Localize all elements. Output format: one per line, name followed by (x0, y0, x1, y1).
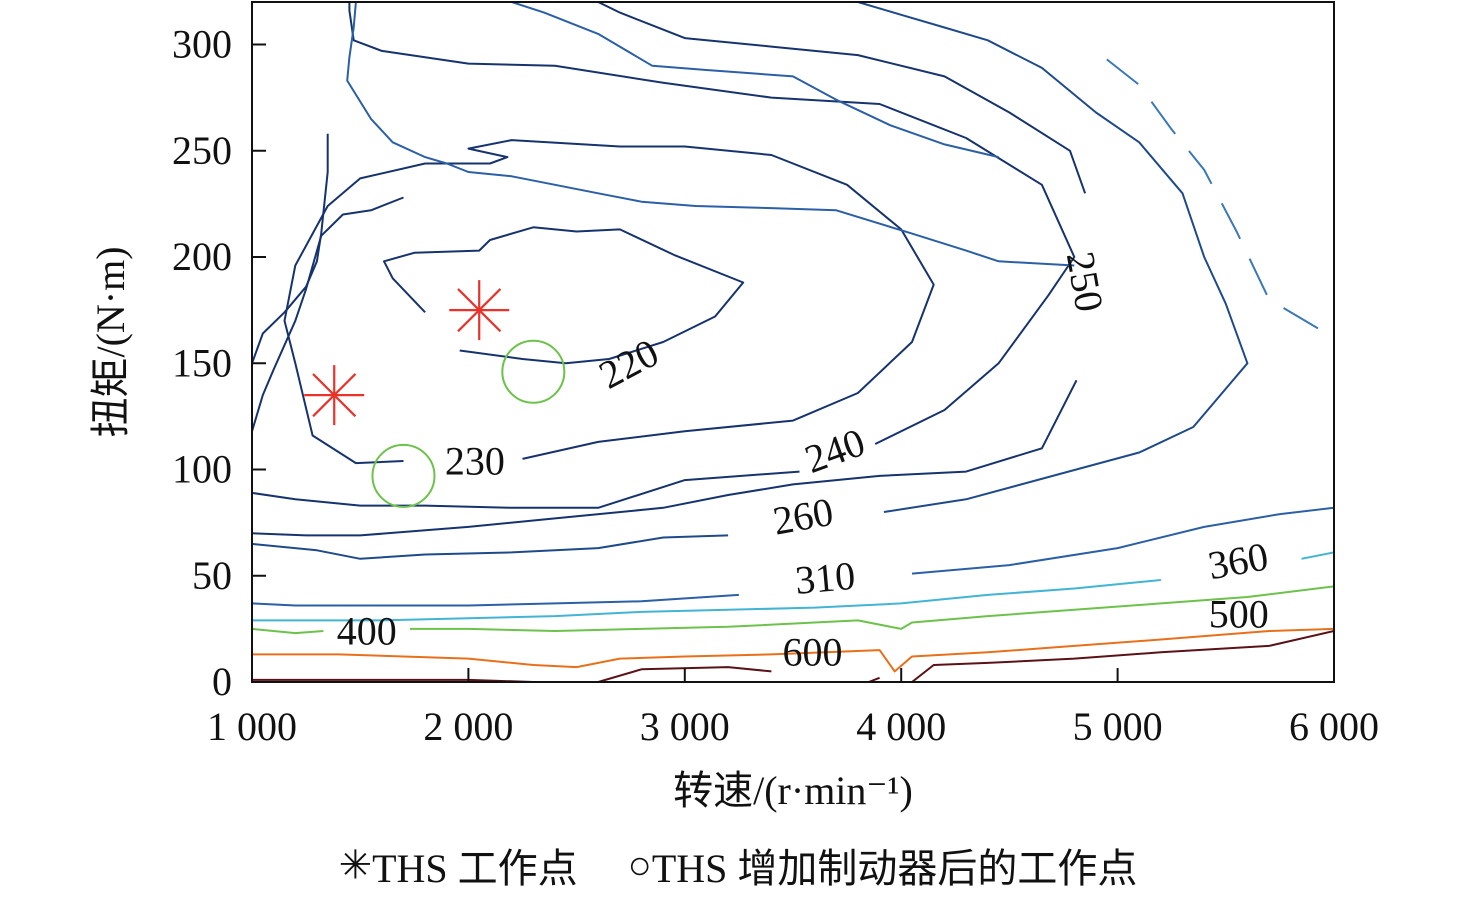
contour-line-250-6 (597, 2, 1087, 194)
plot-area (252, 2, 1334, 682)
contour-line-310-10 (252, 593, 739, 607)
contour-label-250: 250 (1058, 248, 1113, 315)
contour-line-500-19 (252, 627, 1334, 673)
x-tick-label-0: 1 000 (207, 704, 297, 749)
legend-star-icon: ✳ (338, 842, 373, 888)
y-tick-label-5: 250 (172, 128, 232, 173)
contour-label-400: 400 (337, 608, 397, 653)
contour-label-310: 310 (793, 553, 857, 603)
contour-line-260-8 (252, 534, 729, 560)
contour-line-310-13 (511, 2, 999, 159)
contour-line-360-15 (252, 579, 1161, 622)
x-tick-label-2: 3 000 (640, 704, 730, 749)
contour-label-360: 360 (1205, 533, 1272, 588)
contour-line-230-1 (283, 139, 935, 465)
x-axis-title: 转速/(r·min⁻¹) (673, 768, 913, 813)
x-tick-label-4: 5 000 (1073, 704, 1163, 749)
contour-line-240-3 (348, 2, 1076, 445)
contour-line-240-4 (252, 196, 404, 432)
y-axis-title: 扭矩/(N·m) (88, 246, 133, 437)
x-tick-label-1: 2 000 (423, 704, 513, 749)
marker-circle-3 (371, 443, 436, 508)
axes-ticks: 1 000 2 000 3 000 4 000 5 000 6 000 0 50 100 150 2… (172, 22, 1379, 750)
marker-star-0 (304, 365, 365, 426)
y-tick-label-6: 300 (172, 22, 232, 67)
contour-line-240-2 (252, 470, 800, 509)
contour-label-240: 240 (799, 419, 871, 482)
contour-label-600: 600 (782, 630, 842, 675)
plot-frame (251, 1, 1335, 683)
contour-line-400-17 (410, 585, 1334, 632)
contour-line-310-11 (911, 506, 1334, 575)
contour-label-230: 230 (445, 438, 505, 483)
contour-line-360-16 (1301, 551, 1334, 560)
x-tick-label-3: 4 000 (856, 704, 946, 749)
contour-label-220: 220 (592, 330, 666, 398)
contour-label-500: 500 (1209, 591, 1269, 636)
contour-line-310-12 (346, 2, 1075, 267)
contour-line-310-14 (1106, 58, 1334, 339)
marks-layer: 220 230 240 250 260 310 360 400 500 600 (304, 248, 1272, 675)
y-tick-label-1: 50 (192, 553, 232, 598)
marker-star-1 (449, 280, 510, 341)
contour-line-260-9 (857, 2, 1249, 513)
contour-line-600-23 (911, 630, 1334, 682)
y-tick-label-0: 0 (212, 659, 232, 704)
marker-circle-2 (501, 339, 566, 404)
legend: ✳THS 工作点 ○THS 增加制动器后的工作点 (0, 836, 1476, 894)
contour-label-260: 260 (770, 489, 837, 544)
contour-line-250-7 (252, 133, 329, 364)
legend-circle-icon: ○ (627, 842, 652, 888)
y-tick-label-2: 100 (172, 447, 232, 492)
legend-circle-label: THS 增加制动器后的工作点 (651, 846, 1138, 891)
contour-line-600-20 (252, 678, 534, 682)
contour-line-220-0 (383, 226, 745, 365)
y-tick-label-3: 150 (172, 340, 232, 385)
y-tick-label-4: 200 (172, 234, 232, 279)
contour-line-250-5 (252, 379, 1078, 537)
legend-star-label: THS 工作点 (372, 846, 578, 891)
contour-line-400-18 (252, 627, 324, 635)
x-tick-label-5: 6 000 (1289, 704, 1379, 749)
